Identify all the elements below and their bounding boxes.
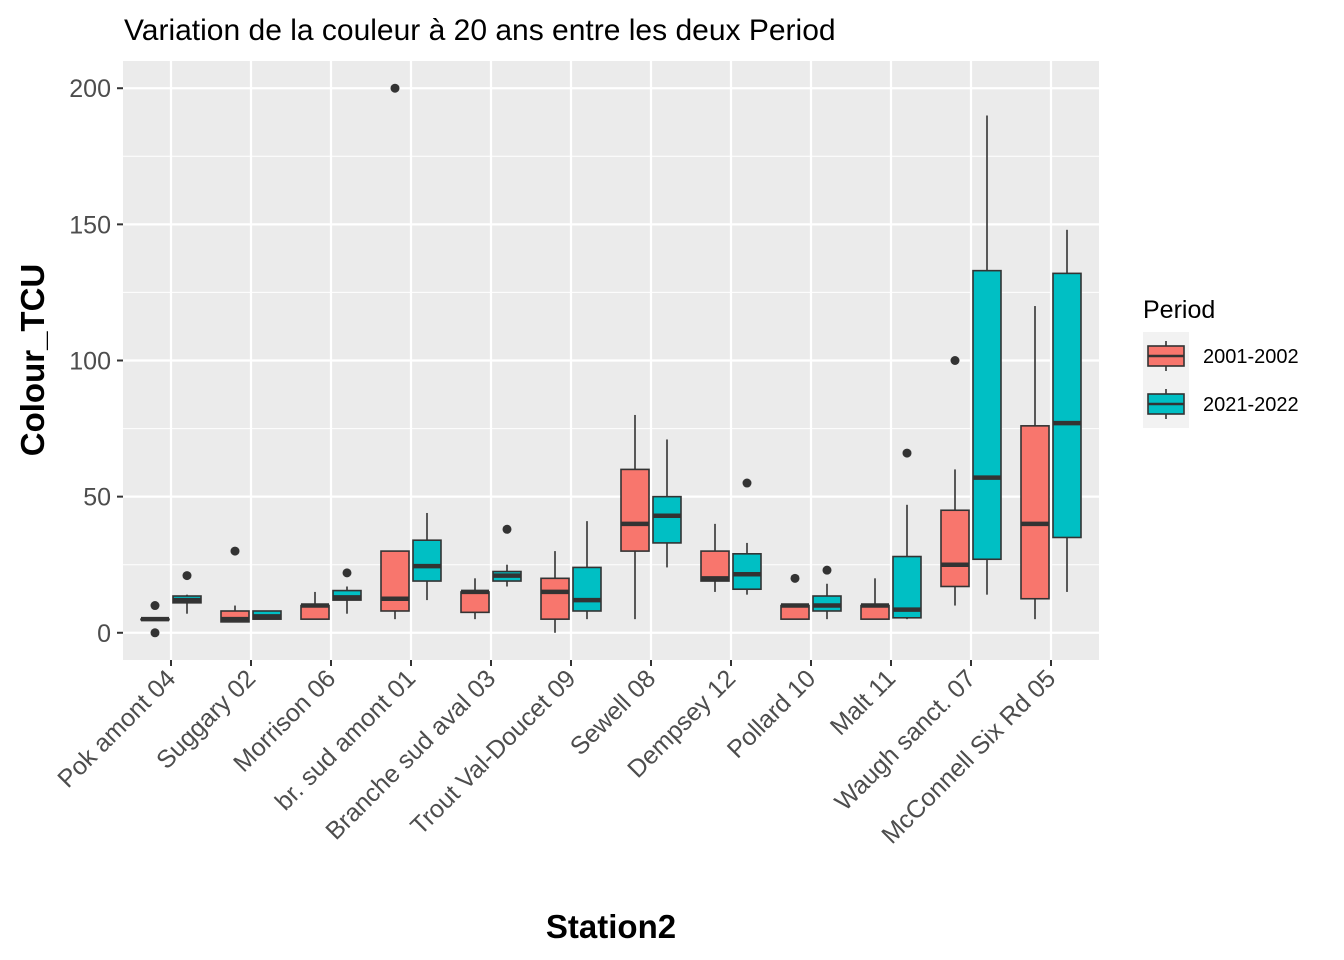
- outlier-point: [950, 356, 960, 365]
- box-rect: [940, 509, 970, 588]
- box-2021-2022: [892, 448, 922, 620]
- box-layer: [140, 83, 1082, 638]
- y-axis: 0 50 100 150 200: [69, 75, 123, 648]
- box-2021-2022: [332, 568, 362, 614]
- outlier-point: [502, 524, 512, 534]
- box-2001-2002: [300, 591, 330, 620]
- box-2001-2002: [620, 414, 650, 620]
- outlier-point: [150, 601, 160, 611]
- box-rect: [572, 566, 602, 612]
- legend-key-2001-2002: 2001-2002: [1147, 341, 1299, 371]
- legend-label: 2021-2022: [1203, 394, 1299, 416]
- box-rect: [972, 269, 1002, 561]
- box-2021-2022: [412, 512, 442, 601]
- legend-key-2021-2022: 2021-2022: [1147, 389, 1299, 419]
- x-tick-label: Waugh sanct. 07: [829, 664, 981, 816]
- outlier-point: [902, 448, 912, 458]
- grid-lines: [123, 61, 1099, 660]
- y-tick-label: 0: [97, 620, 111, 648]
- x-tick-label: br. sud amont 01: [270, 664, 421, 815]
- y-axis-title: Colour_TCU: [14, 264, 51, 457]
- outlier-point: [150, 628, 160, 638]
- box-2021-2022: [172, 571, 202, 614]
- outlier-point: [742, 478, 752, 488]
- box-2021-2022: [572, 521, 602, 620]
- box-2001-2002: [700, 523, 730, 592]
- box-rect: [732, 553, 762, 591]
- box-rect: [1020, 425, 1050, 600]
- y-tick-label: 100: [69, 348, 111, 376]
- box-2001-2002: [940, 356, 970, 606]
- box-2001-2002: [860, 578, 890, 620]
- box-2001-2002: [540, 551, 570, 633]
- box-2001-2002: [780, 573, 810, 620]
- outlier-point: [230, 546, 240, 556]
- outlier-point: [390, 83, 400, 93]
- box-2021-2022: [252, 610, 282, 620]
- box-2001-2002: [1020, 306, 1050, 620]
- box-rect: [700, 550, 730, 582]
- y-tick-label: 50: [83, 484, 111, 512]
- legend-title: Period: [1143, 296, 1215, 324]
- box-2021-2022: [652, 439, 682, 568]
- box-2001-2002: [140, 601, 170, 638]
- x-axis-title: Station2: [546, 908, 676, 945]
- y-tick-label: 200: [69, 75, 111, 103]
- box-2021-2022: [972, 115, 1002, 595]
- x-tick-label: Pollard 10: [722, 664, 821, 763]
- box-2021-2022: [732, 478, 762, 595]
- outlier-point: [342, 568, 352, 578]
- chart-title: Variation de la couleur à 20 ans entre l…: [124, 14, 836, 47]
- legend-label: 2001-2002: [1203, 346, 1299, 368]
- x-tick-label: Pok amont 04: [52, 664, 181, 793]
- box-2001-2002: [380, 83, 410, 620]
- box-2001-2002: [460, 578, 490, 620]
- box-2021-2022: [1052, 229, 1082, 592]
- outlier-point: [822, 565, 832, 575]
- box-rect: [652, 495, 682, 544]
- box-rect: [380, 550, 410, 612]
- box-2001-2002: [220, 546, 250, 623]
- box-2021-2022: [492, 524, 522, 587]
- box-rect: [1052, 272, 1082, 539]
- box-rect: [220, 610, 250, 623]
- box-rect: [540, 577, 570, 620]
- outlier-point: [790, 573, 800, 583]
- box-rect: [412, 539, 442, 582]
- box-rect: [460, 591, 490, 614]
- legend: Period 2001-2002 2021-2022: [1143, 296, 1299, 428]
- y-tick-label: 150: [69, 211, 111, 239]
- box-2021-2022: [812, 565, 842, 620]
- box-rect: [620, 468, 650, 552]
- x-tick-label: Malt 11: [825, 664, 901, 740]
- outlier-point: [182, 571, 192, 581]
